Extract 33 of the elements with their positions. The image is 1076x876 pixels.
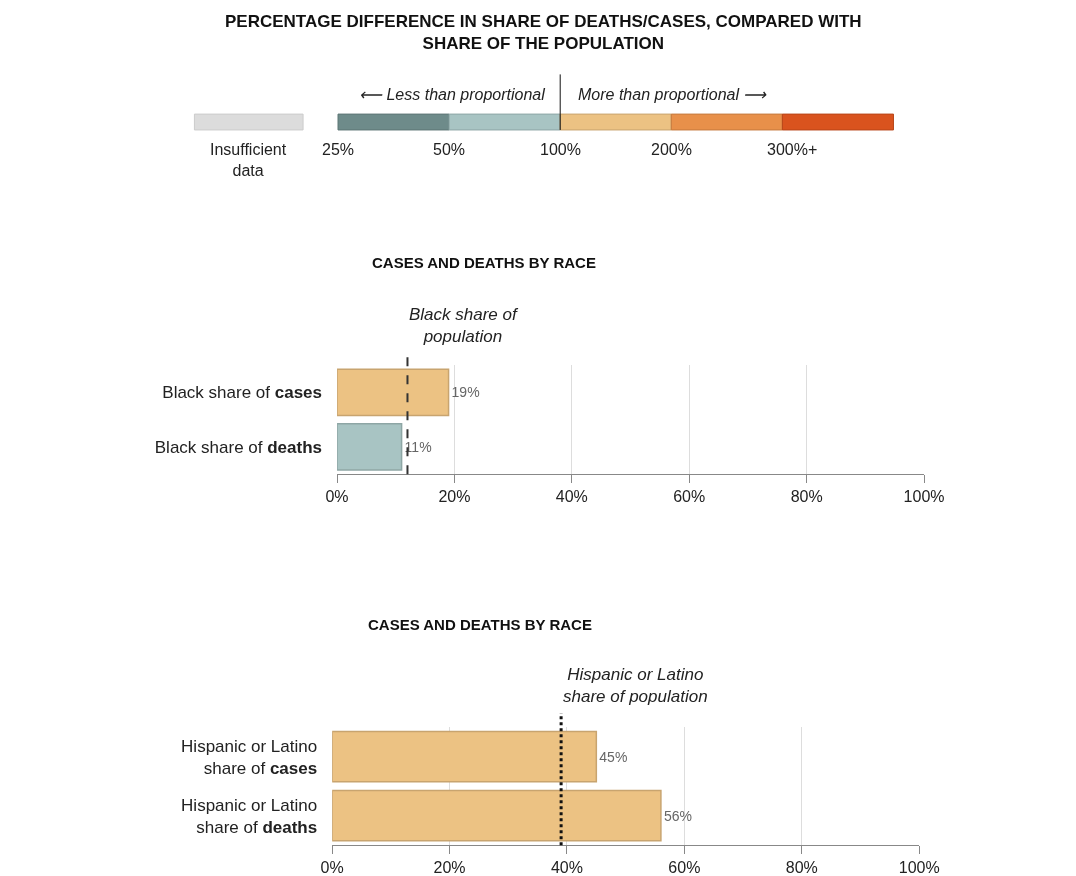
category-label: 50%	[433, 141, 466, 158]
x-tick-label: 40%	[555, 488, 588, 506]
x-tick-label: 60%	[673, 488, 706, 506]
x-tick-label: 100%	[898, 859, 940, 876]
text: ⟵ Less than proportional	[359, 86, 546, 103]
category-label: 300%+	[767, 141, 818, 158]
category-label: 100%	[540, 141, 581, 158]
chart-title: CASES AND DEATHS BY RACE	[372, 254, 596, 271]
x-tick-label: 100%	[903, 488, 945, 506]
y-tick-label: Hispanic or Latino share of deaths	[181, 795, 318, 837]
category-label: 25%	[322, 141, 355, 158]
x-tick-label: 0%	[320, 859, 344, 876]
x-tick-label: 20%	[433, 859, 466, 876]
ref-line-label: Black share of population	[409, 305, 519, 347]
category-label: 200%	[651, 141, 692, 158]
x-tick-label: 40%	[550, 859, 583, 876]
data-label: 45%	[599, 748, 628, 765]
y-tick-label: Black share of cases	[162, 383, 323, 403]
x-tick-label: 60%	[668, 859, 701, 876]
data-label: 11%	[404, 438, 432, 455]
data-label: 19%	[451, 384, 480, 401]
text: PERCENTAGE DIFFERENCE IN SHARE OF DEATHS/CASES, COMPARED WITH SHARE OF THE POPULATION	[225, 12, 862, 54]
x-tick-label: 20%	[438, 488, 471, 506]
data-label: 56%	[663, 807, 692, 824]
category-label: Insufficient data	[210, 141, 287, 179]
text: More than proportional ⟶	[578, 86, 768, 103]
y-tick-label: Black share of deaths	[154, 437, 323, 457]
x-tick-label: 0%	[325, 488, 349, 506]
chart-title: CASES AND DEATHS BY RACE	[368, 616, 592, 633]
x-tick-label: 80%	[790, 488, 823, 506]
y-tick-label: Hispanic or Latino share of cases	[181, 736, 318, 778]
x-tick-label: 80%	[785, 859, 818, 876]
ref-line-label: Hispanic or Latino share of population	[563, 665, 708, 707]
